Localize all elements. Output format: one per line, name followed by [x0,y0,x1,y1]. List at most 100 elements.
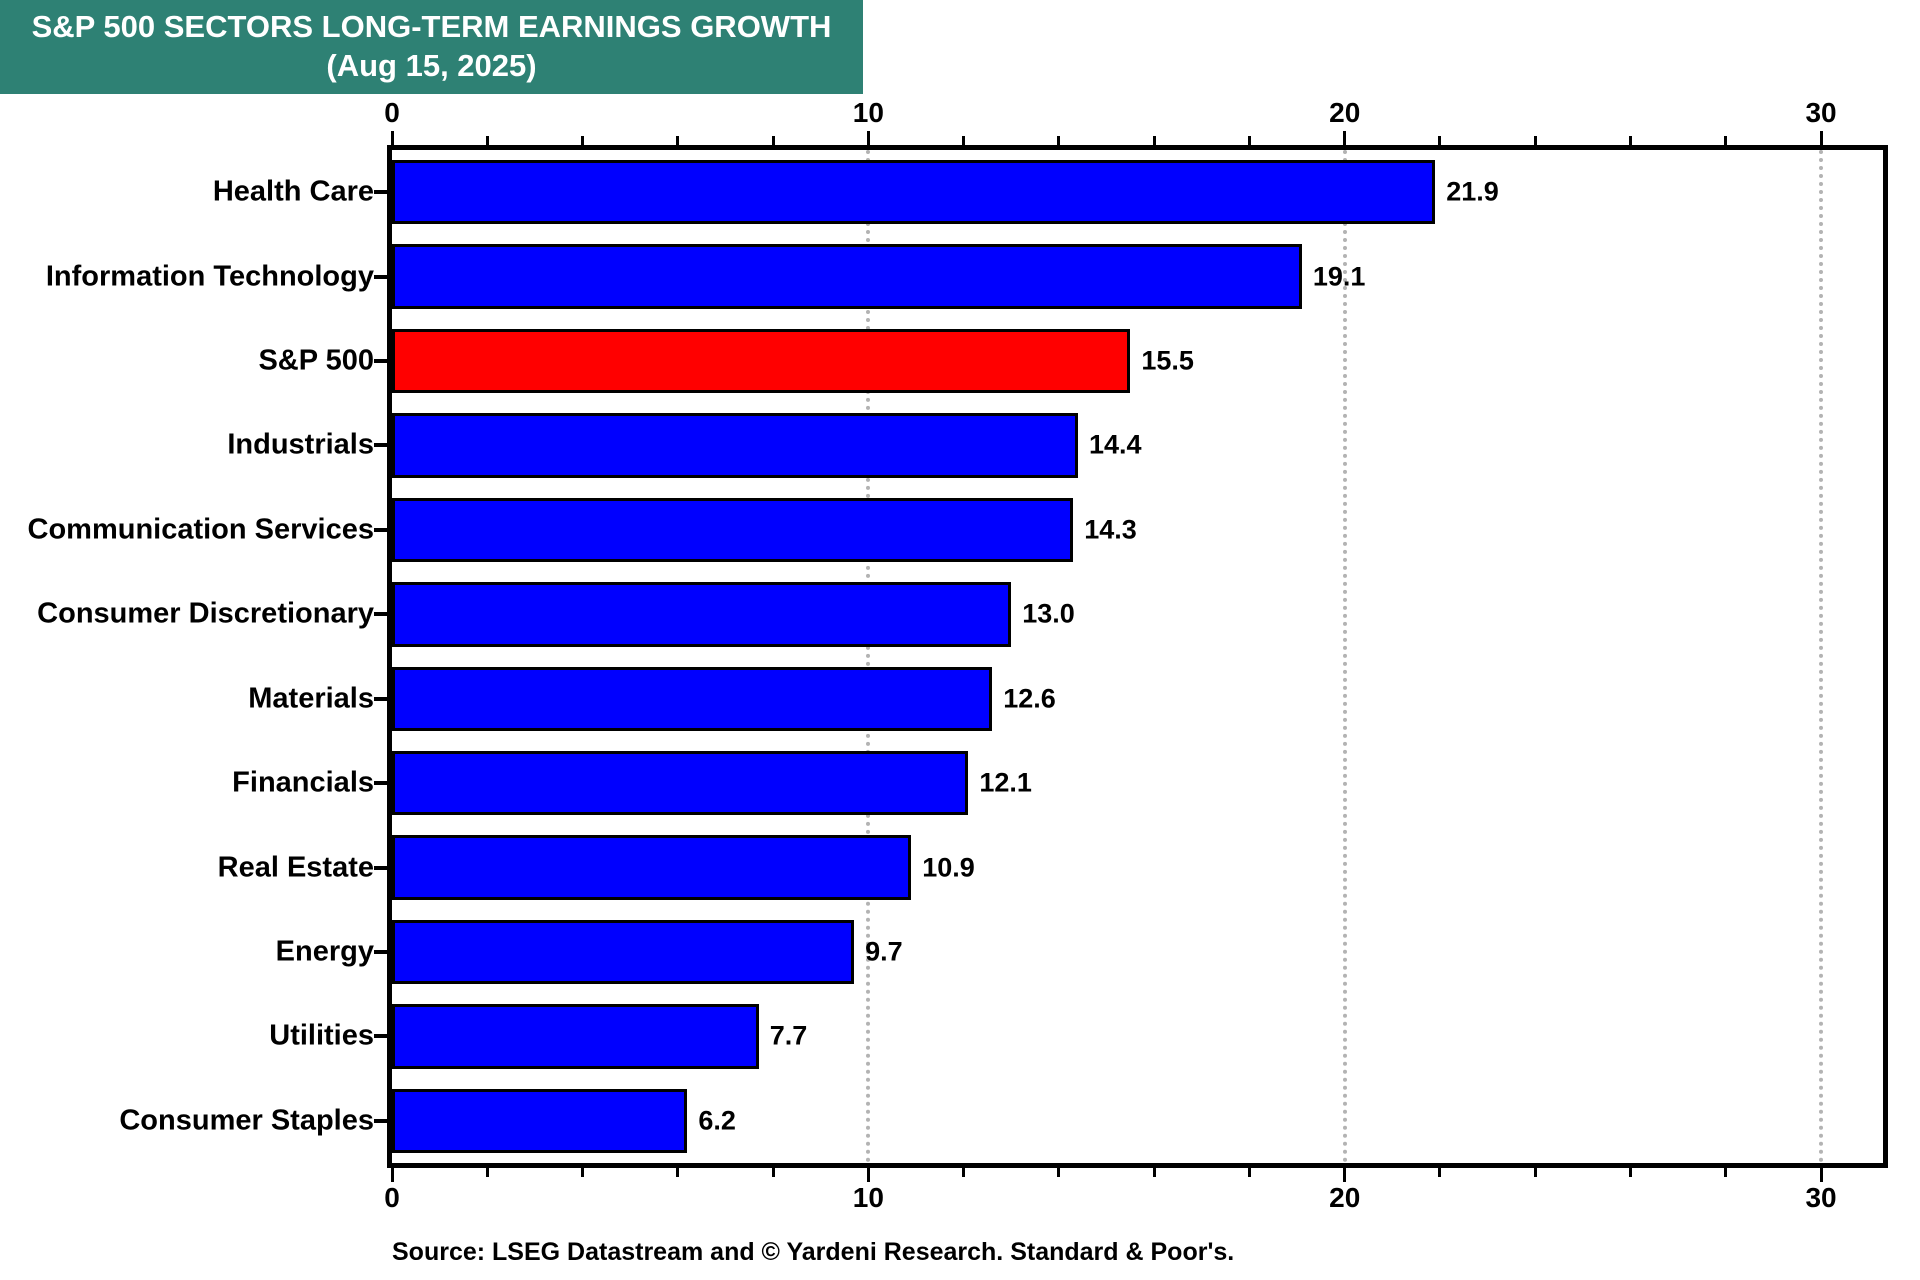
x-axis-top-tick-6 [676,136,680,145]
bar-row-consumer-discretionary: Consumer Discretionary 13.0 [37,572,1883,656]
x-axis-bottom-label-0: 0 [384,1182,400,1213]
x-axis-bottom-tick-24 [1533,1168,1537,1177]
x-axis-top-tick-8 [771,136,775,145]
bar-row-energy: Energy 9.7 [276,910,1883,994]
x-axis-bottom-label-10: 10 [852,1182,884,1213]
bar-utilities: 7.7 [392,1004,807,1069]
x-axis-bottom-tick-16 [1152,1168,1156,1177]
bar-value-materials: 12.6 [1003,683,1056,714]
bar-value-financials: 12.1 [979,767,1032,798]
bar-real-estate: 10.9 [392,835,975,900]
x-axis-top-tick-28 [1724,136,1728,145]
category-label-financials: Financials [232,766,374,799]
bar-value-industrials: 14.4 [1088,429,1142,460]
x-axis-bottom-tick-10 [866,1168,870,1182]
x-axis-top-tick-0 [390,131,394,145]
bar-value-health-care: 21.9 [1446,176,1499,207]
x-axis-top-tick-12 [962,136,966,145]
bar-row-consumer-staples: Consumer Staples 6.2 [119,1079,1883,1163]
category-label-materials: Materials [248,682,374,715]
x-axis-top-tick-20 [1343,131,1347,145]
x-axis-bottom-tick-0 [390,1168,394,1182]
category-label-energy: Energy [275,935,374,968]
x-axis-bottom-tick-6 [676,1168,680,1177]
y-axis-tick-information-technology [374,274,387,279]
gridline-30 [1819,150,1824,1163]
x-axis-top-tick-22 [1438,136,1442,145]
bar-industrials: 14.4 [392,413,1142,478]
chart-title-banner: S&P 500 SECTORS LONG-TERM EARNINGS GROWT… [0,0,863,94]
x-axis-top-tick-18 [1247,136,1251,145]
category-label-utilities: Utilities [269,1019,374,1052]
y-axis-tick-financials [374,781,387,786]
bar-health-care: 21.9 [392,160,1499,225]
x-axis-bottom-label-20: 20 [1329,1182,1361,1213]
category-label-consumer-discretionary: Consumer Discretionary [37,597,374,630]
x-axis-top-label-30: 30 [1805,97,1837,128]
bar-value-information-technology: 19.1 [1312,261,1366,292]
y-axis-tick-industrials [374,443,387,448]
category-label-industrials: Industrials [227,428,374,461]
y-axis-tick-communication-services [374,527,387,532]
bar-value-real-estate: 10.9 [922,852,975,883]
x-axis-bottom-tick-30 [1819,1168,1823,1182]
bar-row-information-technology: Information Technology 19.1 [46,234,1883,318]
x-axis-top-tick-24 [1533,136,1537,145]
x-axis-bottom-tick-2 [485,1168,489,1177]
bar-value-utilities: 7.7 [769,1020,808,1051]
x-axis-bottom-tick-12 [962,1168,966,1177]
x-axis-bottom-tick-18 [1247,1168,1251,1177]
bar-row-sandp-500: S&P 500 15.5 [258,319,1883,403]
bar-materials: 12.6 [392,666,1056,731]
x-axis-top-tick-26 [1629,136,1633,145]
chart-title-line1: S&P 500 SECTORS LONG-TERM EARNINGS GROWT… [31,9,832,45]
x-axis-top-label-0: 0 [384,97,400,128]
bar-value-sandp-500: 15.5 [1141,345,1194,376]
x-axis-top-label-10: 10 [852,97,884,128]
x-axis-bottom-tick-8 [771,1168,775,1177]
gridline-10 [866,150,871,1163]
bar-row-health-care: Health Care 21.9 [213,150,1883,234]
category-label-real-estate: Real Estate [217,851,374,884]
category-label-communication-services: Communication Services [27,513,375,546]
bar-financials: 12.1 [392,750,1032,816]
bar-information-technology: 19.1 [392,244,1365,309]
x-axis-top-tick-30 [1819,131,1823,145]
gridline-20 [1342,150,1347,1163]
category-label-information-technology: Information Technology [45,260,374,293]
y-axis-tick-materials [374,696,387,701]
x-axis-bottom-label-30: 30 [1805,1182,1837,1213]
bar-row-industrials: Industrials 14.4 [227,403,1883,487]
y-axis-tick-utilities [374,1034,387,1039]
bar-value-communication-services: 14.3 [1084,514,1137,545]
bar-consumer-discretionary: 13.0 [392,582,1075,647]
bar-energy: 9.7 [392,919,903,985]
y-axis-tick-sandp-500 [374,359,387,364]
x-axis-top-tick-16 [1152,136,1156,145]
y-axis-tick-real-estate [374,865,387,870]
x-axis-top-tick-10 [866,131,870,145]
bar-value-energy: 9.7 [865,936,903,967]
bar-consumer-staples: 6.2 [392,1088,736,1154]
y-axis-tick-energy [374,950,387,954]
x-axis-top-tick-4 [581,136,585,145]
source-attribution: Source: LSEG Datastream and © Yardeni Re… [392,1238,1235,1266]
bar-value-consumer-discretionary: 13.0 [1022,598,1075,629]
bar-row-materials: Materials 12.6 [248,657,1883,741]
bar-row-real-estate: Real Estate 10.9 [218,825,1883,909]
x-axis-bottom-tick-26 [1629,1168,1633,1177]
category-label-consumer-staples: Consumer Staples [119,1104,374,1137]
y-axis-tick-consumer-discretionary [374,612,387,617]
plot-area: Health Care 21.9 Information Technology 19.… [28,97,1888,1213]
chart-title-line2: (Aug 15, 2025) [326,48,537,83]
x-axis-top-tick-14 [1057,136,1061,145]
x-axis-bottom-tick-4 [581,1168,585,1177]
bar-row-financials: Financials 12.1 [232,741,1883,825]
x-axis-bottom-tick-22 [1438,1168,1442,1177]
category-label-health-care: Health Care [212,175,374,208]
bar-communication-services: 14.3 [392,497,1137,563]
category-label-sandp-500: S&P 500 [258,344,374,377]
bar-value-consumer-staples: 6.2 [698,1105,736,1136]
bar-rows-container: Health Care 21.9 Information Technology 19.… [28,150,1883,1163]
x-axis-bottom-tick-28 [1724,1168,1728,1177]
